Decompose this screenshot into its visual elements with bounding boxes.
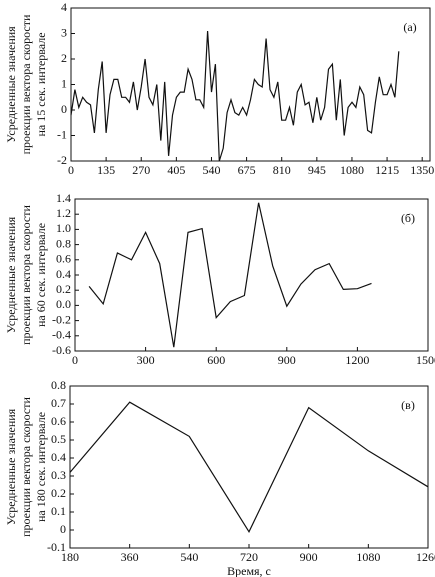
- x-tick-label: 810: [273, 163, 291, 177]
- y-tick-label: 2: [61, 51, 67, 65]
- x-tick-label: 360: [121, 550, 139, 564]
- panel-annotation: (в): [401, 398, 415, 412]
- x-tick-label: 0: [72, 353, 78, 367]
- y-tick-label: 0.1: [51, 504, 66, 518]
- x-tick-label: 600: [207, 353, 225, 367]
- x-tick-label: 1500: [416, 353, 435, 367]
- panel-annotation: (а): [403, 20, 416, 34]
- y-tick-label: 1.4: [56, 191, 71, 205]
- y-tick-label: 4: [61, 0, 67, 14]
- y-tick-label: 0.2: [51, 486, 66, 500]
- x-axis-label: Время, с: [227, 564, 271, 577]
- plot-frame: [69, 385, 429, 549]
- x-tick-label: 300: [137, 353, 155, 367]
- y-tick-label: 0.6: [56, 252, 71, 266]
- x-tick-label: 900: [300, 550, 318, 564]
- y-tick-label: -1: [57, 127, 67, 141]
- x-tick-label: 1080: [356, 550, 380, 564]
- y-tick-label: -0.2: [52, 312, 71, 326]
- panel-annotation: (б): [401, 211, 415, 225]
- y-tick-label: 0: [61, 102, 67, 116]
- y-tick-label: 0.3: [51, 468, 66, 482]
- x-tick-label: 675: [238, 163, 256, 177]
- y-tick-label: 0.8: [51, 378, 66, 392]
- x-tick-label: 540: [180, 550, 198, 564]
- x-tick-label: 540: [202, 163, 220, 177]
- x-tick-label: 1200: [345, 353, 369, 367]
- x-tick-label: 945: [308, 163, 326, 177]
- y-tick-label: 3: [61, 25, 67, 39]
- x-tick-label: 0: [68, 163, 74, 177]
- y-tick-label: 0.6: [51, 414, 66, 428]
- y-axis-label: проекции вектора скорости: [19, 14, 33, 154]
- y-axis-label: Усредненные значения: [4, 408, 18, 525]
- y-axis-label: на 180 сек. интервале: [34, 412, 48, 522]
- data-line: [70, 30, 400, 162]
- y-tick-label: 1: [61, 76, 67, 90]
- y-tick-label: 1.2: [56, 206, 71, 220]
- y-tick-label: -2: [57, 153, 67, 167]
- y-tick-label: 0.4: [51, 450, 66, 464]
- y-axis-label: на 60 сек. интервале: [34, 223, 48, 327]
- data-line: [88, 202, 372, 348]
- y-tick-label: -0.1: [47, 540, 66, 554]
- plot-frame: [74, 198, 429, 352]
- y-tick-label: 0.0: [56, 297, 71, 311]
- x-tick-label: 1350: [410, 163, 434, 177]
- x-tick-label: 180: [61, 550, 79, 564]
- x-tick-label: 270: [132, 163, 150, 177]
- y-axis-label: проекции вектора скорости: [19, 397, 33, 537]
- y-axis-label: Усредненные значения: [4, 26, 18, 143]
- y-tick-label: 1.0: [56, 221, 71, 235]
- y-tick-label: -0.6: [52, 343, 71, 357]
- y-axis-label: на 15 сек. интервале: [34, 32, 48, 136]
- y-tick-label: 0.8: [56, 236, 71, 250]
- y-axis-label: проекции вектора скорости: [19, 205, 33, 345]
- plot-frame: [70, 7, 431, 162]
- y-tick-label: -0.4: [52, 328, 71, 342]
- x-tick-label: 1080: [340, 163, 364, 177]
- y-tick-label: 0.4: [56, 267, 71, 281]
- y-tick-label: 0.5: [51, 432, 66, 446]
- x-tick-label: 900: [278, 353, 296, 367]
- y-tick-label: 0.2: [56, 282, 71, 296]
- x-tick-label: 720: [240, 550, 258, 564]
- y-tick-label: 0: [60, 522, 66, 536]
- y-axis-label: Усредненные значения: [4, 216, 18, 333]
- x-tick-label: 1215: [375, 163, 399, 177]
- data-line: [69, 401, 429, 534]
- x-tick-label: 405: [167, 163, 185, 177]
- y-tick-label: 0.7: [51, 396, 66, 410]
- x-tick-label: 1260: [416, 550, 435, 564]
- x-tick-label: 135: [97, 163, 115, 177]
